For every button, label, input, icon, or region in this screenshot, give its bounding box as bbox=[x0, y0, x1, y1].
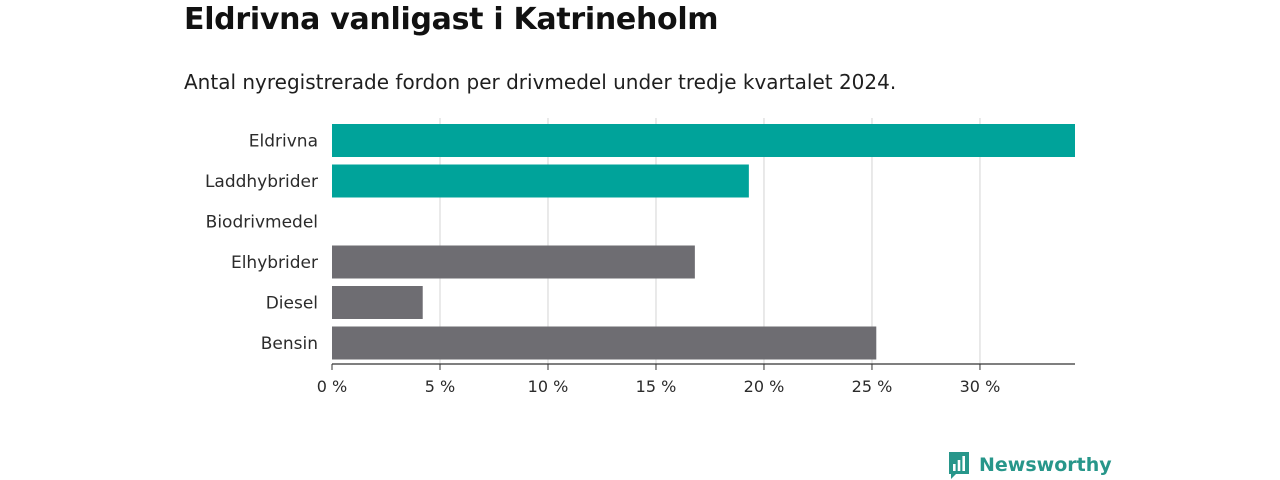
bars bbox=[332, 124, 1075, 360]
brand-name: Newsworthy bbox=[979, 454, 1112, 476]
x-axis: 0 % 5 % 10 % 15 % 20 % 25 % 30 % bbox=[317, 363, 1075, 396]
x-tick-label: 30 % bbox=[960, 377, 1001, 396]
category-label: Biodrivmedel bbox=[206, 213, 318, 233]
category-labels: Eldrivna Laddhybrider Biodrivmedel Elhybrid… bbox=[205, 132, 318, 355]
bar-laddhybrider bbox=[332, 164, 749, 198]
bar-diesel bbox=[332, 286, 423, 319]
bar-chart: Eldrivna Laddhybrider Biodrivmedel Elhybrid… bbox=[205, 118, 1075, 396]
x-tick-label: 20 % bbox=[744, 377, 785, 396]
x-tick-label: 5 % bbox=[425, 377, 455, 396]
category-label: Bensin bbox=[261, 334, 318, 354]
category-label: Eldrivna bbox=[249, 132, 318, 152]
bar-bensin bbox=[332, 326, 877, 360]
x-tick-label: 10 % bbox=[528, 377, 569, 396]
category-label: Elhybrider bbox=[231, 253, 318, 273]
category-label: Diesel bbox=[266, 294, 318, 314]
chart-title: Eldrivna vanligast i Katrineholm bbox=[184, 2, 719, 37]
x-tick-label: 25 % bbox=[852, 377, 893, 396]
x-tick-label: 15 % bbox=[636, 377, 677, 396]
chart-subtitle: Antal nyregistrerade fordon per drivmede… bbox=[184, 70, 897, 94]
x-tick-label: 0 % bbox=[317, 377, 347, 396]
newsworthy-logo-icon bbox=[949, 452, 969, 479]
bar-elhybrider bbox=[332, 245, 695, 279]
brand-logo: Newsworthy bbox=[947, 450, 1112, 480]
gridlines bbox=[439, 118, 981, 364]
category-label: Laddhybrider bbox=[205, 172, 318, 192]
bar-eldrivna bbox=[332, 124, 1075, 157]
